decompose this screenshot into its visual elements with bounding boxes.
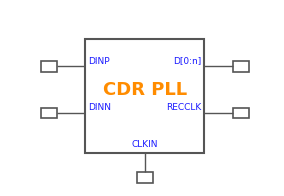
Text: DINN: DINN	[89, 103, 112, 112]
Text: DINP: DINP	[89, 56, 110, 65]
Text: RECCLK: RECCLK	[166, 103, 201, 112]
Bar	[41, 61, 57, 72]
Bar	[233, 61, 248, 72]
Bar	[41, 108, 57, 118]
Bar	[85, 39, 204, 153]
Bar	[233, 108, 248, 118]
Text: CDR PLL: CDR PLL	[103, 81, 187, 99]
Text: CLKIN: CLKIN	[131, 140, 158, 149]
Text: D[0:n]: D[0:n]	[173, 56, 201, 65]
Bar	[137, 172, 153, 183]
